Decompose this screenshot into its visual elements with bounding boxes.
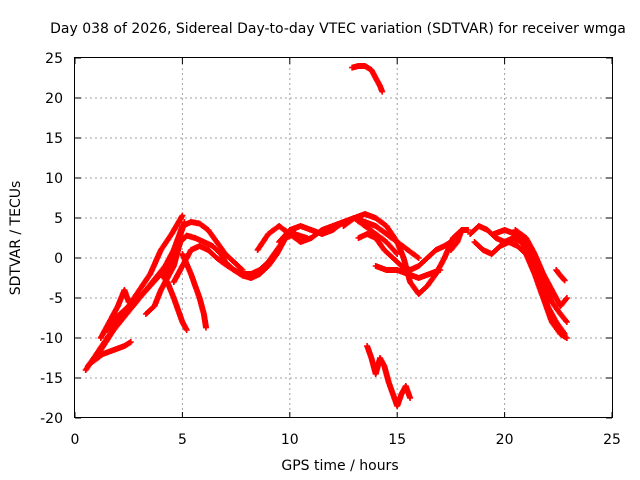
y-tick-label: -5 — [49, 291, 63, 307]
series-track-16 — [364, 343, 414, 409]
axis-ticks: 0 5 10 15 20 25 -20 -15 -10 -5 0 5 10 15 20 25 — [40, 51, 621, 448]
series-track-14 — [355, 231, 454, 273]
data-point-markers — [89, 339, 134, 365]
x-tick-label: 10 — [281, 432, 299, 448]
y-tick-label: 25 — [45, 51, 63, 67]
data-point-markers — [512, 227, 570, 309]
data-point-markers — [104, 295, 143, 333]
series-track-15 — [349, 63, 386, 95]
series-track-07 — [170, 227, 298, 285]
y-tick-label: 0 — [54, 251, 63, 267]
series-track-20 — [490, 227, 570, 325]
y-tick-label: 10 — [45, 171, 63, 187]
y-tick-label: -10 — [40, 331, 63, 347]
series-track-08 — [162, 219, 246, 277]
data-point-markers — [170, 227, 298, 285]
series-track-09 — [179, 251, 209, 331]
data-point-markers — [355, 231, 454, 273]
chart-title: Day 038 of 2026, Sidereal Day-to-day VTE… — [50, 21, 626, 37]
x-tick-label: 20 — [496, 432, 514, 448]
series-track-05 — [104, 295, 143, 333]
x-tick-label: 25 — [603, 432, 621, 448]
data-point-markers — [447, 227, 472, 253]
series-track-03 — [89, 339, 134, 365]
y-tick-label: 5 — [54, 211, 63, 227]
data-point-markers — [179, 251, 209, 331]
data-point-markers — [364, 343, 414, 409]
y-tick-label: 15 — [45, 131, 63, 147]
x-axis-label: GPS time / hours — [281, 458, 398, 474]
y-tick-label: 20 — [45, 91, 63, 107]
x-tick-label: 15 — [388, 432, 406, 448]
y-tick-label: -15 — [40, 371, 63, 387]
data-series — [82, 63, 570, 409]
x-tick-label: 0 — [71, 432, 80, 448]
y-axis-label: SDTVAR / TECUs — [8, 181, 24, 296]
data-point-markers — [372, 263, 444, 281]
series-track-17 — [447, 227, 472, 253]
data-point-markers — [162, 219, 246, 277]
series-track-19 — [471, 239, 570, 341]
series-track-13 — [372, 263, 444, 281]
series-track-21 — [512, 227, 570, 309]
y-tick-label: -20 — [40, 411, 63, 427]
data-point-markers — [349, 63, 386, 95]
series-track-22 — [553, 267, 568, 284]
grid-lines — [75, 58, 612, 418]
x-tick-label: 5 — [178, 432, 187, 448]
data-point-markers — [471, 239, 570, 341]
data-point-markers — [490, 227, 570, 325]
plot-area-border — [74, 57, 613, 418]
data-point-markers — [553, 267, 568, 284]
